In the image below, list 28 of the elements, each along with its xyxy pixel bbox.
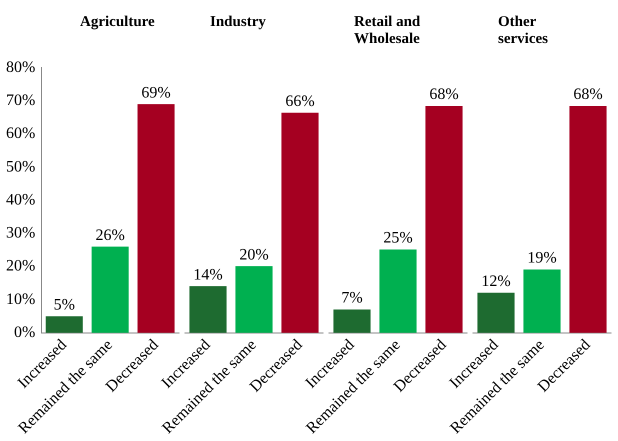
y-tick-label: 50% bbox=[6, 158, 36, 176]
y-tick-label: 20% bbox=[6, 258, 36, 275]
data-label: 68% bbox=[573, 86, 603, 104]
data-label: 7% bbox=[341, 290, 363, 307]
chart-title: Retail and Wholesale bbox=[353, 13, 422, 49]
bar bbox=[92, 246, 129, 333]
y-tick-label: 60% bbox=[6, 125, 36, 142]
bar bbox=[46, 316, 83, 333]
data-label: 5% bbox=[54, 296, 75, 314]
data-label: 19% bbox=[527, 250, 557, 267]
data-label: 12% bbox=[481, 273, 511, 290]
data-label: 20% bbox=[239, 246, 269, 264]
data-label: 68% bbox=[429, 86, 459, 104]
chart-title: Industry bbox=[209, 13, 267, 32]
data-label: 69% bbox=[141, 84, 171, 102]
data-label: 25% bbox=[383, 230, 413, 247]
y-tick-label: 10% bbox=[6, 290, 36, 308]
y-tick-label: 80% bbox=[6, 58, 36, 76]
bar bbox=[138, 104, 175, 333]
y-tick-label: 40% bbox=[6, 191, 36, 208]
y-tick-label: 70% bbox=[6, 92, 36, 109]
data-label: 66% bbox=[285, 92, 315, 110]
chart-title: Other services bbox=[497, 13, 549, 49]
data-label: 14% bbox=[193, 266, 223, 284]
chart-title: Agriculture bbox=[79, 13, 156, 32]
y-tick-label: 30% bbox=[6, 224, 36, 242]
y-tick-label: 0% bbox=[14, 324, 36, 342]
data-label: 26% bbox=[96, 226, 125, 244]
